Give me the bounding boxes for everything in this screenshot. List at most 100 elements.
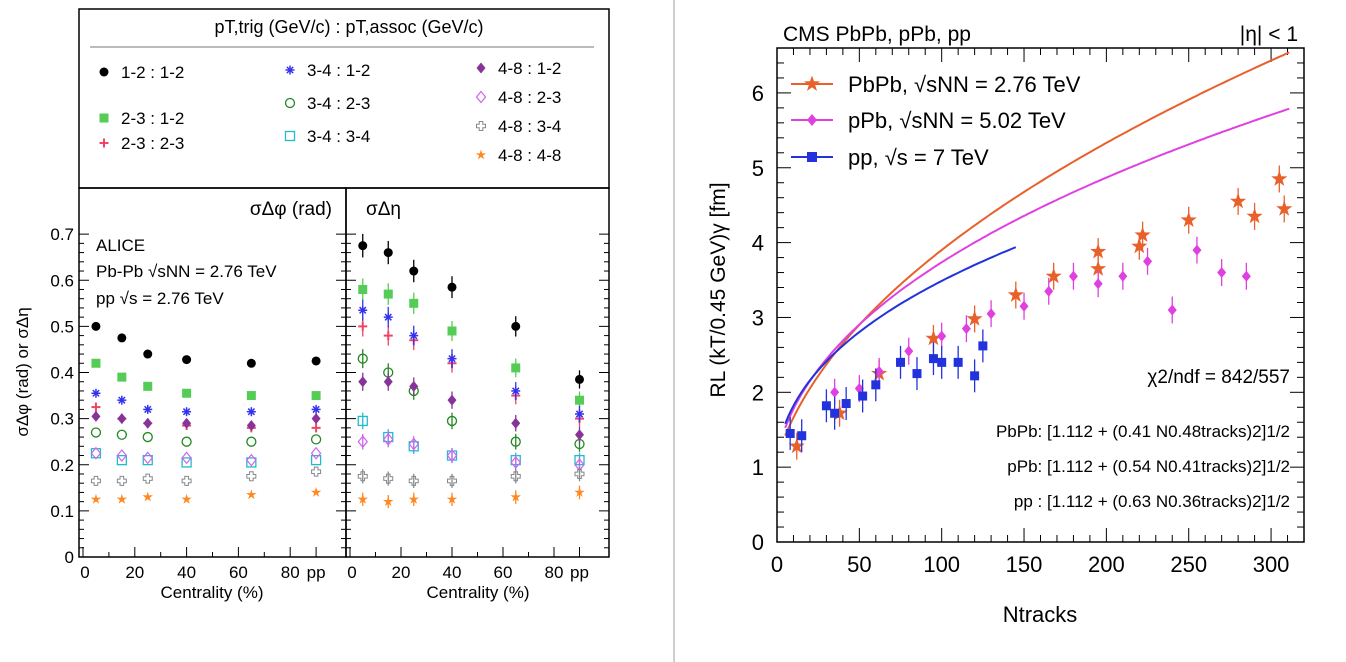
alice-point-3-4:3-4: [310, 454, 322, 466]
alice-point-3-4:3-4: [142, 454, 153, 466]
alice-y-axis-label: σΔφ (rad) or σΔη: [13, 307, 32, 436]
cms-point-pPb: [1192, 244, 1202, 256]
legend-label: pp, √s = 7 TeV: [848, 145, 989, 170]
alice-point-2-3:1-2: [117, 372, 127, 382]
alice-point-3-4:1-2: [246, 407, 256, 417]
x-tick-label: 0: [771, 552, 783, 577]
x-tick-label: 40: [443, 563, 462, 582]
alice-point-4-8:3-4: [574, 468, 585, 479]
cms-point-pp: [785, 428, 795, 438]
alice-point-2-3:2-3: [91, 402, 101, 412]
cms-point-pPb: [937, 330, 947, 342]
x-tick-label: 60: [229, 563, 248, 582]
alice-point-4-8:4-8: [383, 496, 394, 507]
legend-label: 3-4 : 1-2: [307, 61, 370, 80]
alice-point-4-8:4-8: [142, 491, 153, 502]
x-tick-label: 200: [1088, 552, 1125, 577]
alice-point-3-4:1-2: [91, 388, 101, 398]
alice-point-4-8:4-8: [574, 486, 585, 497]
alice-point-4-8:1-2: [143, 417, 153, 429]
cms-point-PbPb: [1045, 267, 1062, 284]
alice-point-3-4:1-2: [143, 404, 153, 414]
alice-point-4-8:4-8: [116, 493, 128, 504]
cms-point-PbPb: [1090, 243, 1107, 259]
alice-point-1-2:1-2: [409, 266, 419, 276]
cms-point-PbPb: [1134, 226, 1151, 242]
alice-point-1-2:1-2: [246, 358, 256, 368]
alice-point-4-8:3-4: [447, 475, 457, 486]
alice-point-4-8:1-2: [311, 413, 321, 425]
legend-label: 3-4 : 3-4: [307, 127, 370, 146]
legend-marker-3-4:3-4: [284, 130, 296, 142]
alice-point-4-8:1-2: [383, 376, 393, 388]
legend-label: 4-8 : 1-2: [498, 59, 561, 78]
cms-point-pPb: [1241, 270, 1251, 282]
cms-point-pp: [797, 431, 807, 441]
alice-point-2-3:1-2: [409, 298, 419, 308]
cms-point-pPb: [874, 365, 884, 377]
cms-point-PbPb: [966, 310, 983, 326]
cms-point-pPb: [1044, 285, 1054, 297]
legend-marker-2-3:2-3: [99, 138, 109, 148]
alice-point-3-4:1-2: [311, 404, 321, 414]
alice-point-3-4:3-4: [116, 454, 127, 466]
alice-point-3-4:2-3: [246, 436, 257, 447]
x-tick-label: 20: [392, 563, 411, 582]
y-tick-label: 0: [752, 530, 764, 555]
alice-point-3-4:1-2: [117, 395, 127, 405]
cms-point-pp: [937, 357, 947, 367]
alice-point-4-8:3-4: [181, 475, 192, 486]
fit-curve-pPb: [784, 107, 1290, 429]
legend-label: 4-8 : 2-3: [498, 88, 561, 107]
x-tick-label: 80: [545, 563, 564, 582]
cms-y-axis-label: RL (kT/0.45 GeV)γ [fm]: [707, 182, 730, 397]
cms-point-pp: [830, 408, 840, 418]
alice-point-1-2:1-2: [358, 241, 368, 251]
alice-point-3-4:1-2: [358, 305, 368, 315]
alice-point-4-8:4-8: [357, 493, 368, 504]
legend-label: 2-3 : 1-2: [121, 109, 184, 128]
cms-point-pPb: [904, 345, 914, 357]
phi-panel-label: σΔφ (rad): [250, 199, 332, 220]
alice-point-3-4:3-4: [246, 457, 257, 468]
alice-point-4-8:2-3: [357, 435, 369, 449]
alice-point-4-8:2-3: [510, 455, 522, 469]
x-tick-label: 60: [494, 563, 513, 582]
y-tick-label: 0: [65, 548, 74, 567]
legend-marker-4-8:4-8: [475, 149, 487, 160]
x-tick-label: 100: [923, 552, 960, 577]
cms-point-pPb: [830, 386, 840, 398]
alice-point-1-2:1-2: [311, 356, 321, 366]
x-tick-label: 0: [347, 563, 356, 582]
legend-label: 4-8 : 4-8: [498, 146, 561, 165]
pbpb-energy-label: Pb-Pb √sNN = 2.76 TeV: [96, 262, 277, 281]
cms-point-pp: [970, 371, 980, 381]
cms-point-pp: [821, 401, 831, 411]
alice-point-4-8:3-4: [246, 471, 257, 482]
alice-point-4-8:1-2: [575, 429, 584, 441]
alice-axes: 0 0.1 0.2 0.3 0.4 0.5 0.6 0.7 0 20 40 60 80 pp 0 20 40 60…: [50, 225, 609, 582]
cms-point-pPb: [1167, 304, 1177, 316]
x-tick-label: pp: [307, 563, 326, 582]
alice-point-4-8:4-8: [90, 493, 102, 504]
alice-point-4-8:2-3: [246, 453, 257, 467]
alice-point-2-3:2-3: [358, 321, 368, 331]
eta-x-axis-label: Centrality (%): [427, 583, 530, 602]
alice-point-3-4:2-3: [181, 436, 192, 447]
cms-point-PbPb: [788, 437, 805, 454]
alice-point-1-2:1-2: [117, 333, 127, 343]
cms-point-pPb: [1217, 267, 1227, 279]
cms-point-PbPb: [925, 329, 942, 346]
alice-point-4-8:3-4: [510, 471, 521, 482]
alice-point-4-8:1-2: [511, 417, 521, 429]
eta-panel-label: σΔη: [366, 199, 401, 220]
alice-point-2-3:1-2: [91, 358, 101, 368]
y-tick-label: 0.6: [50, 271, 74, 290]
alice-point-4-8:1-2: [246, 420, 256, 432]
alice-point-4-8:1-2: [117, 413, 127, 425]
y-tick-label: 3: [752, 305, 764, 330]
y-tick-label: 5: [752, 156, 764, 181]
legend-title: pT,trig (GeV/c) : pT,assoc (GeV/c): [214, 17, 483, 37]
cms-point-pp: [871, 380, 881, 390]
cms-point-pPb: [1118, 270, 1128, 282]
